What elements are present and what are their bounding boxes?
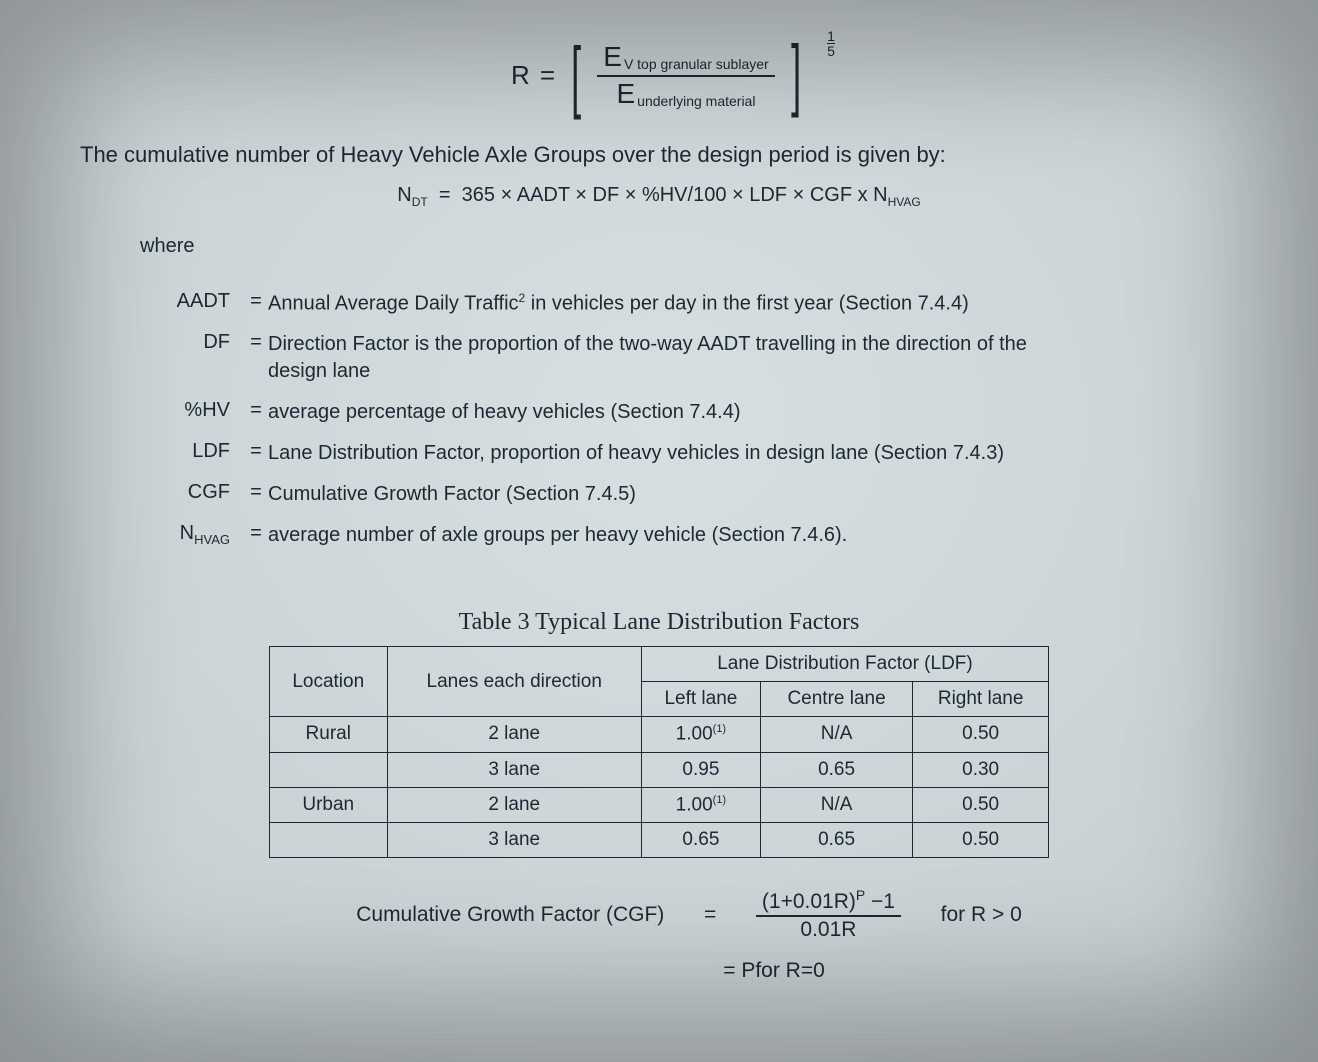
formula-r-fraction: E V top granular sublayer E underlying m… [597, 40, 774, 112]
table-title: Table 3 Typical Lane Distribution Factor… [80, 609, 1238, 636]
cgf-line2: = Pfor R=0 [723, 959, 825, 983]
formula-n-eq: = [439, 184, 451, 206]
definition-term: NHVAG [140, 522, 244, 549]
cell-lanes: 2 lane [387, 717, 641, 752]
formula-r-lhs: R [511, 60, 530, 91]
cell-lanes: 3 lane [387, 752, 641, 787]
definition-eq: = [244, 331, 268, 385]
formula-r-den-e: E [616, 79, 635, 110]
definition-eq: = [244, 440, 268, 467]
definition-term: CGF [140, 481, 244, 508]
cell-lanes: 2 lane [387, 787, 641, 822]
cell-left: 0.65 [641, 822, 760, 857]
formula-n-rhs: 365 × AADT × DF × %HV/100 × LDF × CGF x … [462, 184, 888, 206]
cell-centre: 0.65 [760, 752, 912, 787]
col-left: Left lane [641, 682, 760, 717]
formula-r-num-e: E [603, 42, 622, 73]
definition-row: DF=Direction Factor is the proportion of… [140, 331, 1048, 385]
definition-desc: Annual Average Daily Traffic2 in vehicle… [268, 290, 1048, 318]
col-ldf-group: Lane Distribution Factor (LDF) [641, 647, 1048, 682]
table-row: 3 lane0.650.650.50 [270, 822, 1049, 857]
cell-centre: N/A [760, 787, 912, 822]
definition-term: %HV [140, 399, 244, 426]
definition-term: LDF [140, 440, 244, 467]
definition-eq: = [244, 522, 268, 549]
cell-lanes: 3 lane [387, 822, 641, 857]
cell-location: Rural [270, 717, 388, 752]
formula-r-exp-den: 5 [827, 44, 835, 58]
intro-text: The cumulative number of Heavy Vehicle A… [80, 142, 1238, 168]
document-page: R = [ E V top granular sublayer E underl… [0, 0, 1318, 1062]
definition-desc: Cumulative Growth Factor (Section 7.4.5) [268, 481, 1048, 508]
definition-row: AADT=Annual Average Daily Traffic2 in ve… [140, 290, 1048, 318]
definition-eq: = [244, 290, 268, 318]
cell-centre: 0.65 [760, 822, 912, 857]
definition-eq: = [244, 399, 268, 426]
cell-centre: N/A [760, 717, 912, 752]
definition-row: NHVAG=average number of axle groups per … [140, 522, 1048, 549]
definition-desc: average percentage of heavy vehicles (Se… [268, 399, 1048, 426]
definition-row: CGF=Cumulative Growth Factor (Section 7.… [140, 481, 1048, 508]
formula-r-exponent: 1 5 [827, 28, 835, 58]
formula-n-sub: DT [412, 195, 428, 209]
right-bracket-icon: ] [791, 44, 801, 104]
formula-r-num-sub: V top granular sublayer [622, 57, 769, 72]
cell-location [270, 752, 388, 787]
cell-left: 1.00(1) [641, 787, 760, 822]
definition-desc: Lane Distribution Factor, proportion of … [268, 440, 1048, 467]
col-right: Right lane [913, 682, 1049, 717]
cell-location: Urban [270, 787, 388, 822]
cell-right: 0.30 [913, 752, 1049, 787]
formula-r-exp-num: 1 [827, 29, 835, 43]
cell-right: 0.50 [913, 787, 1049, 822]
where-block: where AADT=Annual Average Daily Traffic2… [140, 235, 1238, 564]
formula-n-rhs-sub: HVAG [888, 195, 921, 209]
formula-r: R = [ E V top granular sublayer E underl… [80, 40, 1238, 112]
cgf-num-a: (1+0.01R) [762, 890, 856, 913]
cgf-num-b: −1 [865, 890, 895, 913]
left-bracket-icon: [ [571, 46, 581, 106]
formula-r-eq: = [540, 60, 555, 91]
cgf-formula: Cumulative Growth Factor (CGF) = (1+0.01… [80, 886, 1238, 983]
col-centre: Centre lane [760, 682, 912, 717]
definition-term: DF [140, 331, 244, 385]
cell-left: 0.95 [641, 752, 760, 787]
definition-term: AADT [140, 290, 244, 318]
formula-n: NDT = 365 × AADT × DF × %HV/100 × LDF × … [80, 184, 1238, 209]
table-row: 3 lane0.950.650.30 [270, 752, 1049, 787]
formula-r-den-sub: underlying material [635, 94, 755, 109]
cgf-num-exp: P [856, 887, 865, 903]
col-lanes: Lanes each direction [387, 647, 641, 717]
definition-eq: = [244, 481, 268, 508]
col-location: Location [270, 647, 388, 717]
table-row: Rural2 lane1.00(1)N/A0.50 [270, 717, 1049, 752]
cell-right: 0.50 [913, 822, 1049, 857]
table-row: Urban2 lane1.00(1)N/A0.50 [270, 787, 1049, 822]
cgf-eq: = [704, 903, 716, 927]
definition-row: %HV=average percentage of heavy vehicles… [140, 399, 1048, 426]
cgf-cond1: for R > 0 [941, 903, 1022, 927]
where-label: where [140, 235, 1238, 258]
cell-left: 1.00(1) [641, 717, 760, 752]
cell-location [270, 822, 388, 857]
definition-row: LDF=Lane Distribution Factor, proportion… [140, 440, 1048, 467]
cgf-den: 0.01R [794, 917, 862, 943]
definition-desc: average number of axle groups per heavy … [268, 522, 1048, 549]
cell-right: 0.50 [913, 717, 1049, 752]
formula-n-sym: N [397, 184, 411, 206]
cgf-label: Cumulative Growth Factor (CGF) [356, 903, 664, 927]
ldf-table: Location Lanes each direction Lane Distr… [269, 646, 1049, 858]
definition-desc: Direction Factor is the proportion of th… [268, 331, 1048, 385]
definitions-list: AADT=Annual Average Daily Traffic2 in ve… [140, 276, 1048, 564]
